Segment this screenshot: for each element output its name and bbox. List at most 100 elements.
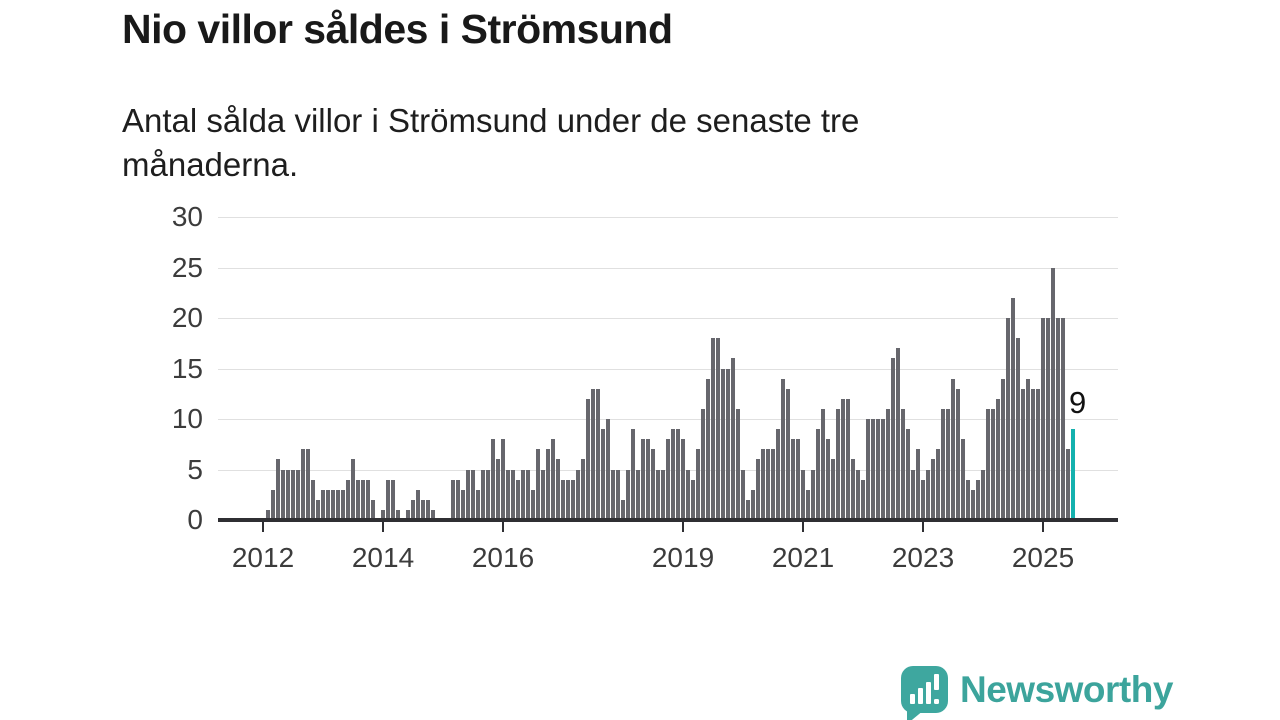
- bar: [671, 429, 675, 520]
- bar: [946, 408, 950, 520]
- bar: [596, 388, 600, 520]
- bar: [871, 419, 875, 520]
- bar: [911, 469, 915, 520]
- bar: [516, 479, 520, 520]
- gridline: [218, 217, 1118, 218]
- bar: [986, 408, 990, 520]
- x-axis-tick: [1042, 522, 1044, 532]
- bar: [706, 378, 710, 520]
- bar: [1041, 318, 1045, 520]
- bar: [521, 469, 525, 520]
- bar: [416, 489, 420, 520]
- bar: [331, 489, 335, 520]
- bar: [301, 449, 305, 520]
- bar: [936, 449, 940, 520]
- bar: [966, 479, 970, 520]
- x-axis-tick: [922, 522, 924, 532]
- bar: [536, 449, 540, 520]
- bar: [691, 479, 695, 520]
- bar: [486, 469, 490, 520]
- bar: [681, 439, 685, 520]
- bar: [586, 398, 590, 520]
- bar: [856, 469, 860, 520]
- latest-value-label: 9: [1069, 385, 1087, 420]
- bar: [686, 469, 690, 520]
- bar: [406, 509, 410, 520]
- bar: [981, 469, 985, 520]
- bar: [826, 439, 830, 520]
- bar: [456, 479, 460, 520]
- x-tick-label: 2014: [351, 542, 415, 573]
- bar: [371, 499, 375, 520]
- bar: [976, 479, 980, 520]
- bar: [781, 378, 785, 520]
- bar: [421, 499, 425, 520]
- bar: [926, 469, 930, 520]
- bar: [496, 459, 500, 520]
- gridline: [218, 267, 1118, 269]
- gridline: [218, 318, 1118, 319]
- y-tick-label: 30: [171, 201, 203, 232]
- bar: [431, 509, 435, 520]
- bar: [626, 469, 630, 520]
- bar: [351, 459, 355, 520]
- bar: [321, 489, 325, 520]
- bar: [466, 469, 470, 520]
- bar: [886, 408, 890, 520]
- bar: [311, 479, 315, 520]
- x-tick-label: 2025: [1011, 542, 1075, 573]
- bar: [566, 479, 570, 520]
- bar: [766, 449, 770, 520]
- bar: [571, 479, 575, 520]
- bar: [1016, 338, 1020, 520]
- bar: [786, 388, 790, 520]
- gridline: [218, 419, 1118, 420]
- bar: [666, 439, 670, 520]
- bar-chart: 0 5 10 15 20 25 30 2012 2014 2016 2019 2021 2023 2025…: [171, 201, 1118, 573]
- bar: [761, 449, 765, 520]
- bar: [611, 469, 615, 520]
- bar: [296, 469, 300, 520]
- bar: [326, 489, 330, 520]
- bar: [816, 429, 820, 520]
- newsworthy-wordmark: Newsworthy: [960, 669, 1173, 710]
- bar: [341, 489, 345, 520]
- bar: [471, 469, 475, 520]
- bar: [736, 408, 740, 520]
- newsworthy-logo: Newsworthy: [901, 666, 1173, 720]
- y-tick-label: 15: [171, 352, 203, 384]
- bar: [276, 459, 280, 520]
- x-tick-label: 2012: [231, 542, 295, 573]
- x-axis-tick: [502, 522, 504, 532]
- bar-chart-exclamation-icon: [909, 674, 940, 704]
- bar: [1001, 378, 1005, 520]
- bar: [891, 358, 895, 520]
- bar: [476, 489, 480, 520]
- bar: [561, 479, 565, 520]
- x-tick-label: 2016: [471, 542, 535, 573]
- bar: [286, 469, 290, 520]
- chart-subtitle: Antal sålda villor i Strömsund under de …: [122, 102, 860, 183]
- bar: [956, 388, 960, 520]
- y-tick-label: 5: [187, 453, 203, 485]
- bar: [1046, 318, 1050, 520]
- bar: [451, 479, 455, 520]
- bar: [336, 489, 340, 520]
- bar: [646, 439, 650, 520]
- bar: [696, 449, 700, 520]
- chart-title: Nio villor såldes i Strömsund: [122, 6, 673, 52]
- x-axis-tick: [262, 522, 264, 532]
- bar: [576, 469, 580, 520]
- bar: [356, 479, 360, 520]
- bar: [811, 469, 815, 520]
- bar: [556, 459, 560, 520]
- bar: [771, 449, 775, 520]
- bar: [791, 439, 795, 520]
- y-tick-label: 0: [187, 504, 203, 535]
- x-tick-label: 2023: [891, 542, 955, 573]
- bar: [266, 509, 270, 520]
- x-tick-label: 2019: [651, 542, 715, 573]
- bar: [931, 459, 935, 520]
- bar: [411, 499, 415, 520]
